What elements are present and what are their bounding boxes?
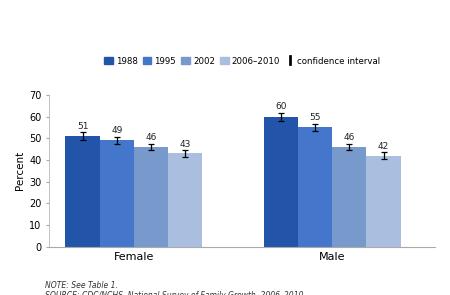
Bar	[134, 147, 168, 247]
Text: 42: 42	[378, 142, 389, 151]
Text: 51: 51	[77, 122, 88, 131]
Text: 43: 43	[180, 140, 191, 149]
Text: 49: 49	[111, 126, 122, 135]
Y-axis label: Percent: Percent	[15, 151, 25, 191]
Bar	[99, 140, 134, 247]
Bar	[366, 156, 401, 247]
Bar	[65, 136, 99, 247]
Bar	[332, 147, 366, 247]
Bar	[264, 117, 298, 247]
Text: 46: 46	[344, 133, 355, 142]
Text: 55: 55	[309, 113, 321, 122]
Text: SOURCE: CDC/NCHS, National Survey of Family Growth, 2006–2010.: SOURCE: CDC/NCHS, National Survey of Fam…	[45, 291, 306, 295]
Text: 46: 46	[145, 133, 157, 142]
Bar	[168, 153, 202, 247]
Legend: 1988, 1995, 2002, 2006–2010, confidence interval: 1988, 1995, 2002, 2006–2010, confidence …	[104, 57, 380, 66]
Text: 60: 60	[275, 102, 287, 111]
Bar	[298, 127, 332, 247]
Text: NOTE: See Table 1.: NOTE: See Table 1.	[45, 281, 118, 290]
